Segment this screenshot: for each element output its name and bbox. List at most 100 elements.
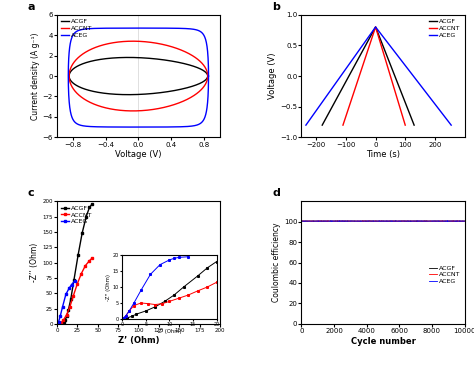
ACEG	[109, 125, 115, 129]
ACCNT	[191, 54, 197, 59]
ACGF	[365, 219, 371, 223]
ACEG	[192, 27, 198, 32]
ACCNT	[55, 322, 61, 326]
ACCNT	[149, 107, 155, 112]
ACEG	[315, 219, 321, 223]
ACGF	[157, 91, 163, 95]
ACEG	[66, 286, 72, 290]
ACEG	[373, 25, 378, 29]
X-axis label: Cycle number: Cycle number	[351, 337, 415, 346]
ACGF	[373, 25, 378, 29]
ACGF	[126, 92, 131, 97]
ACEG	[426, 219, 432, 223]
ACEG	[462, 219, 467, 223]
ACEG	[72, 279, 78, 283]
Line: ACEG: ACEG	[306, 27, 451, 125]
Text: b: b	[272, 2, 280, 12]
ACEG	[55, 321, 61, 326]
ACEG	[302, 219, 308, 223]
ACGF	[191, 64, 197, 68]
ACEG	[445, 219, 450, 223]
ACEG	[157, 125, 163, 129]
ACGF	[65, 308, 71, 312]
ACEG	[299, 219, 304, 223]
ACGF	[75, 253, 81, 257]
ACCNT	[64, 312, 70, 317]
Legend: ACGF, ACCNT, ACEG: ACGF, ACCNT, ACEG	[60, 18, 93, 39]
ACCNT	[130, 109, 136, 113]
ACGF	[333, 219, 338, 223]
ACEG	[206, 74, 211, 78]
ACGF	[87, 205, 92, 209]
Line: ACGF: ACGF	[322, 27, 414, 125]
ACCNT	[457, 219, 463, 223]
ACCNT	[371, 219, 376, 223]
ACCNT	[373, 25, 378, 29]
ACGF	[71, 277, 77, 282]
ACCNT	[315, 219, 321, 223]
ACEG	[70, 33, 76, 38]
ACCNT	[365, 219, 370, 223]
ACEG	[77, 28, 83, 32]
ACEG	[69, 282, 74, 287]
Legend: ACGF, ACCNT, ACEG: ACGF, ACCNT, ACEG	[60, 204, 93, 226]
Line: ACEG: ACEG	[68, 28, 209, 127]
ACCNT	[61, 318, 66, 322]
ACCNT	[74, 282, 80, 286]
ACCNT	[78, 53, 84, 57]
ACGF	[411, 123, 417, 127]
Line: ACCNT: ACCNT	[57, 257, 93, 325]
ACCNT	[429, 219, 435, 223]
ACEG	[365, 219, 370, 223]
Text: a: a	[27, 2, 35, 12]
X-axis label: Voltage (V): Voltage (V)	[115, 151, 162, 159]
ACCNT	[205, 74, 210, 78]
ACCNT	[82, 263, 88, 268]
ACGF	[205, 74, 210, 78]
ACCNT	[58, 321, 64, 325]
Line: ACEG: ACEG	[56, 280, 76, 325]
ACEG	[60, 304, 65, 309]
ACCNT	[70, 294, 76, 298]
ACGF	[64, 314, 70, 319]
ACEG	[411, 219, 417, 223]
ACCNT	[340, 123, 346, 127]
ACCNT	[130, 39, 136, 43]
ACCNT	[56, 321, 62, 326]
ACGF	[429, 219, 435, 223]
X-axis label: Z’ (Ohm): Z’ (Ohm)	[118, 336, 159, 345]
ACEG	[57, 314, 63, 319]
Line: ACGF: ACGF	[60, 203, 93, 325]
ACEG	[136, 26, 141, 30]
ACCNT	[462, 219, 467, 223]
ACGF	[126, 55, 131, 60]
ACCNT	[71, 60, 77, 65]
ACCNT	[109, 107, 115, 112]
ACGF	[79, 231, 85, 235]
Legend: ACGF, ACCNT, ACEG: ACGF, ACCNT, ACEG	[428, 264, 461, 285]
ACCNT	[426, 219, 432, 223]
ACGF	[60, 321, 65, 325]
ACGF	[59, 321, 64, 326]
Y-axis label: Coulombic efficiency: Coulombic efficiency	[272, 223, 281, 302]
ACCNT	[87, 258, 92, 263]
ACGF	[426, 219, 432, 223]
ACGF	[149, 91, 155, 96]
ACGF	[78, 62, 84, 67]
ACCNT	[411, 219, 417, 223]
ACCNT	[399, 219, 405, 223]
ACCNT	[89, 256, 95, 261]
ACGF	[205, 74, 210, 78]
ACGF	[315, 219, 321, 223]
ACGF	[89, 202, 95, 206]
Line: ACGF: ACGF	[69, 57, 208, 95]
Text: c: c	[27, 188, 34, 198]
X-axis label: Time (s): Time (s)	[366, 151, 400, 159]
ACEG	[371, 219, 376, 223]
ACCNT	[299, 219, 304, 223]
ACEG	[55, 320, 61, 324]
ACCNT	[205, 74, 210, 78]
ACGF	[462, 219, 467, 223]
ACGF	[61, 319, 67, 324]
Text: d: d	[272, 188, 280, 198]
